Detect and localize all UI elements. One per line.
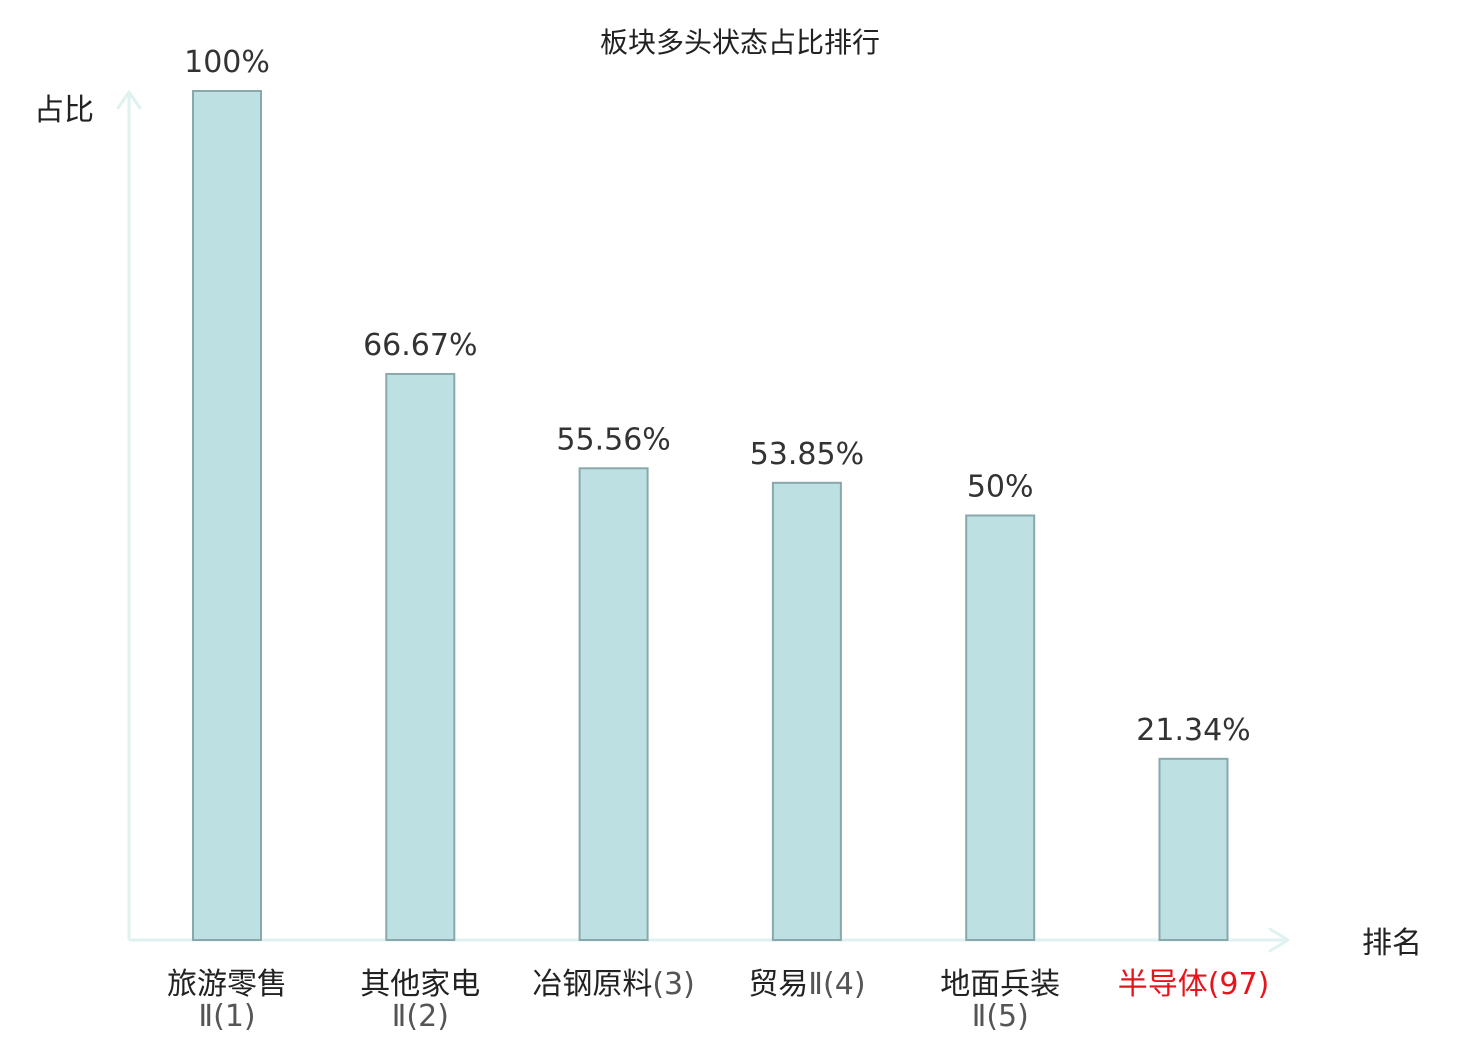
bar-value-label: 21.34% [1136,713,1250,748]
category-name: 半导体 [1118,967,1208,1002]
category-name: 地面兵装 [940,967,1060,1002]
category-rank: Ⅱ(5) [972,999,1029,1034]
category-name: 旅游零售 [167,967,287,1002]
bar-value-label: 55.56% [556,422,670,457]
bar [1158,757,1229,942]
bar [771,481,842,941]
category-name: 贸易 [748,967,808,1002]
chart-title: 板块多头状态占比排行 [600,26,880,59]
bar-series [192,90,1229,942]
y-axis-arrow [116,90,142,110]
category-rank: Ⅱ(1) [198,999,255,1034]
bar [192,90,262,941]
bar [385,372,456,942]
category-tick-label: 半导体(97) [1118,967,1270,1002]
category-tick-label: 冶钢原料(3) [532,967,695,1002]
bar [578,467,649,941]
category-rank: Ⅱ(4) [808,967,865,1002]
value-labels: 100% 66.67% 55.56% 53.85% 50% 21.34% [184,45,1251,748]
bar-value-label: 66.67% [363,328,477,363]
bar-value-label: 53.85% [750,437,864,472]
y-axis-label: 占比 [34,93,94,128]
bar-value-label: 50% [967,470,1034,505]
category-name: 冶钢原料 [532,967,652,1002]
category-tick-label: 贸易Ⅱ(4) [748,967,865,1002]
category-rank: (97) [1208,967,1270,1002]
bar-value-label: 100% [184,45,270,80]
category-name: 其他家电 [360,967,480,1002]
category-rank: Ⅱ(2) [392,999,449,1034]
bar [965,514,1036,941]
x-axis-label: 排名 [1362,926,1422,961]
category-rank: (3) [652,967,695,1002]
axes [116,90,1290,953]
x-axis-arrow [1268,927,1290,953]
